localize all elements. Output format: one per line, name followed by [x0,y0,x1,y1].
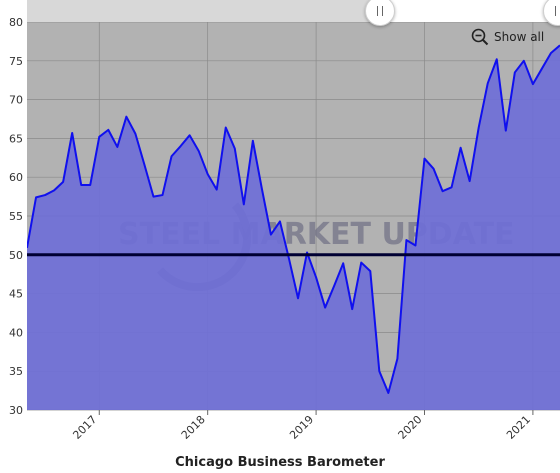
show-all-label: Show all [494,30,545,44]
x-tick-label-2021: 2021 [504,413,533,442]
x-axis: 2017 2018 2019 2020 2021 [70,410,534,442]
area-fill [27,45,560,410]
x-tick-label-2017: 2017 [70,413,99,442]
show-all-button[interactable]: Show all [471,28,544,46]
grip-icon [555,6,560,16]
chart-title: Chicago Business Barometer [175,455,385,470]
x-tick-label-2020: 2020 [396,413,425,442]
y-tick-label-65: 65 [9,132,23,145]
x-tick-label-2019: 2019 [287,413,316,442]
series-line [27,44,560,394]
y-axis: 30 35 40 45 50 55 60 65 70 75 80 [9,16,23,417]
y-tick-label-55: 55 [9,210,23,223]
navigator-selected-range[interactable] [379,0,560,22]
y-tick-label-30: 30 [9,404,23,417]
y-tick-label-80: 80 [9,16,23,29]
y-tick-label-45: 45 [9,288,23,301]
zoom-out-icon [471,28,489,46]
y-tick-label-50: 50 [9,249,23,262]
series-layer [27,44,560,410]
grip-icon [377,6,383,16]
x-tick-label-2018: 2018 [179,413,208,442]
y-tick-label-70: 70 [9,94,23,107]
y-tick-label-60: 60 [9,171,23,184]
y-tick-label-75: 75 [9,55,23,68]
y-tick-label-35: 35 [9,365,23,378]
y-tick-label-40: 40 [9,326,23,339]
navigator-left-handle[interactable] [365,0,395,26]
